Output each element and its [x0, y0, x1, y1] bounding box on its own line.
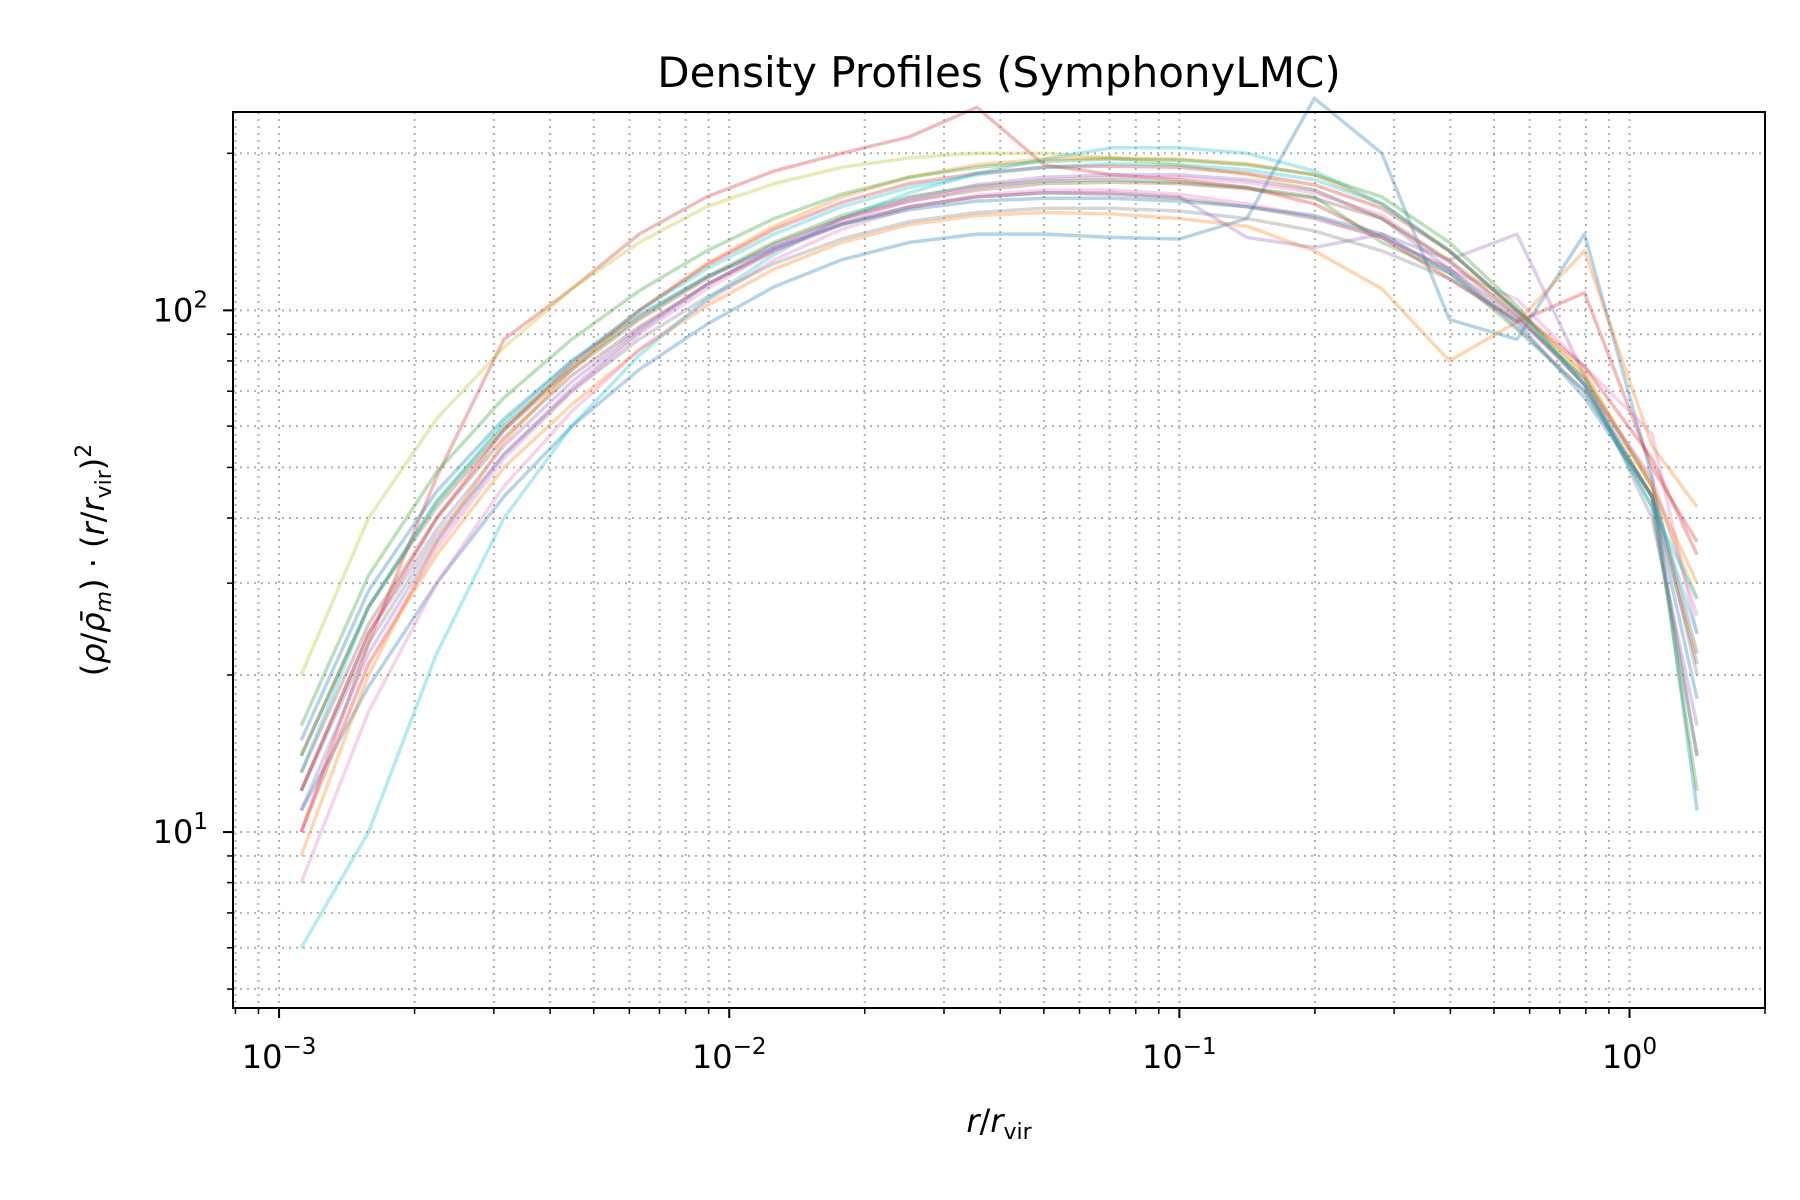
series-lines	[299, 96, 1699, 949]
x-tick-label: 10−1	[1142, 1034, 1217, 1076]
series-line-17	[299, 175, 1699, 833]
y-axis-label: (ρ/ρ̄m) · (r/rvir)2	[72, 444, 117, 677]
grid-lines	[233, 112, 1766, 1008]
x-tick-label: 100	[1602, 1034, 1657, 1076]
series-line-1	[299, 96, 1699, 812]
x-tick-label: 10−2	[692, 1034, 767, 1076]
series-line-14	[299, 164, 1699, 792]
x-axis-label: r/rvir	[966, 1102, 1032, 1145]
chart-title: Density Profiles (SymphonyLMC)	[657, 48, 1340, 97]
series-line-8	[299, 206, 1699, 792]
series-line-11	[299, 196, 1699, 741]
series-line-18	[299, 161, 1699, 774]
series-line-15	[299, 172, 1699, 812]
y-tick-label: 102	[153, 287, 208, 329]
series-line-4	[299, 105, 1699, 833]
series-line-2	[299, 210, 1699, 833]
series-line-16	[299, 180, 1699, 757]
series-line-12	[299, 156, 1699, 857]
series-line-7	[299, 188, 1699, 884]
series-line-6	[299, 191, 1699, 774]
series-line-5	[299, 191, 1699, 792]
series-line-13	[299, 157, 1699, 757]
axis-ticks: 10−3 10−2 10−1 100 101 102	[153, 152, 1766, 1076]
y-tick-label: 101	[153, 809, 208, 851]
series-line-3	[299, 177, 1699, 792]
x-tick-label: 10−3	[242, 1034, 317, 1076]
series-line-9	[299, 151, 1699, 676]
plot-frame	[232, 111, 1766, 1009]
series-line-10	[299, 145, 1699, 949]
